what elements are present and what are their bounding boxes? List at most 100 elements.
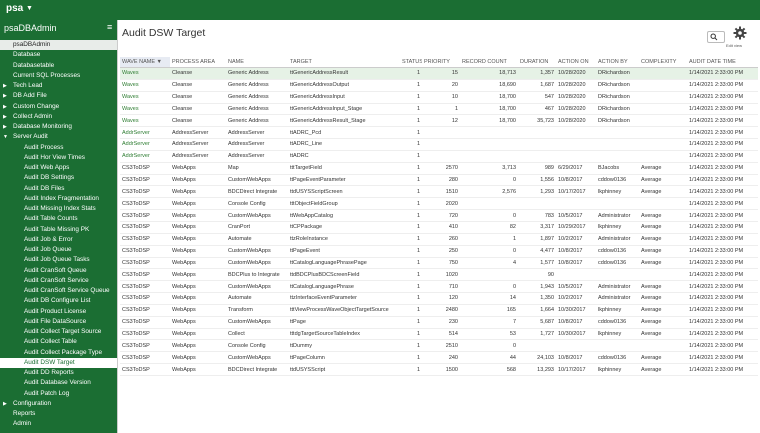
table-row[interactable]: CS3ToDSP WebApps CustomWebApps ttCatalogLan… (120, 280, 758, 294)
table-row[interactable]: Waves Cleanse Generic Address ttGenericAddr… (120, 103, 758, 116)
table-row[interactable]: AddrServer AddressServer AddressServer ttAD… (120, 138, 758, 151)
table-cell: 2510 (422, 339, 460, 353)
table-row[interactable]: CS3ToDSP WebApps CustomWebApps ttPage 1 230 7 5… (120, 316, 758, 329)
table-row[interactable]: CS3ToDSP WebApps CustomWebApps ttPageEvent 1… (120, 245, 758, 258)
menu-item[interactable]: Audit File DataSource (0, 317, 117, 327)
menu-item[interactable]: Audit Job Queue (0, 245, 117, 255)
menu-item[interactable]: Audit Table Missing PK (0, 225, 117, 235)
table-row[interactable]: Waves Cleanse Generic Address ttGenericAddr… (120, 79, 758, 92)
table-row[interactable]: CS3ToDSP WebApps CustomWebApps ttPageEventP… (120, 174, 758, 187)
table-row[interactable]: CS3ToDSP WebApps Console Config tttObjectFi… (120, 197, 758, 211)
table-cell: 10/2/2017 (556, 292, 596, 305)
menu-item[interactable]: ▶ DB Add File (0, 91, 117, 101)
table-row[interactable]: CS3ToDSP WebApps Console Config ttDummy 1 251… (120, 339, 758, 353)
table-row[interactable]: Waves Cleanse Generic Address ttGenericAddr… (120, 114, 758, 128)
menu-item[interactable]: Audit Product License (0, 307, 117, 317)
table-row[interactable]: CS3ToDSP WebApps BDCPlus to Integrate ttdBD… (120, 268, 758, 282)
menu-item[interactable]: Audit Patch Log (0, 389, 117, 399)
table-row[interactable]: AddrServer AddressServer AddressServer ttAD… (120, 150, 758, 163)
table-row[interactable]: CS3ToDSP WebApps BDCDirect Integrate ttdUSY… (120, 363, 758, 376)
table-cell: 1 (400, 339, 422, 353)
table-row[interactable]: CS3ToDSP WebApps Map tttTargetField 1 2570 3,7… (120, 162, 758, 175)
menu-item[interactable]: Audit Database Version (0, 378, 117, 388)
menu-item[interactable]: Audit Collect Table (0, 337, 117, 347)
table-row[interactable]: CS3ToDSP WebApps Automate ttzRoleInstance 1 2… (120, 233, 758, 246)
table-cell: 1/14/2021 2:33:00 PM (687, 197, 758, 211)
column-header[interactable]: DURATION (518, 57, 556, 68)
menu-item[interactable]: Audit CranSoft Service Queue (0, 286, 117, 296)
table-cell: Average (639, 233, 687, 246)
menu-item[interactable]: Databasetable (0, 61, 117, 71)
table-cell: 1 (400, 316, 422, 329)
menu-item[interactable]: Audit Job Queue Tasks (0, 255, 117, 265)
menu-toggle[interactable]: ≡ (107, 22, 113, 32)
table-row[interactable]: AddrServer AddressServer AddressServer ttAD… (120, 126, 758, 140)
menu-item[interactable]: ▼ Server Audit (0, 132, 117, 142)
menu-item[interactable]: Audit DD Reports (0, 368, 117, 378)
table-cell: WebApps (170, 339, 226, 353)
menu-item[interactable]: Audit DSW Target (0, 357, 117, 368)
table-cell (518, 150, 556, 163)
menu-item[interactable]: Audit CranSoft Queue (0, 266, 117, 276)
menu-item[interactable]: Audit DB Settings (0, 173, 117, 183)
menu-item[interactable]: Admin (0, 419, 117, 429)
menu-item[interactable]: Audit Table Counts (0, 214, 117, 224)
menu-item[interactable]: Audit DB Files (0, 184, 117, 194)
menu-item[interactable]: psaDBAdmin (0, 40, 117, 51)
column-header[interactable]: PROCESS AREA (170, 57, 226, 68)
menu-item[interactable]: ▶ Configuration (0, 399, 117, 409)
table-row[interactable]: CS3ToDSP WebApps Collect tttdgTargetSourceT… (120, 328, 758, 341)
menu-item[interactable]: Current SQL Processes (0, 71, 117, 81)
menu-item[interactable]: Reports (0, 409, 117, 419)
menu-item[interactable]: Audit DB Configure List (0, 296, 117, 306)
menu-item[interactable]: ▶ Tech Lead (0, 81, 117, 91)
menu-item[interactable]: Audit Collect Target Source (0, 327, 117, 337)
menu-item[interactable]: Database (0, 50, 117, 60)
table-cell: 10/2/2017 (556, 233, 596, 246)
search-box[interactable] (707, 31, 725, 43)
table-row[interactable]: CS3ToDSP WebApps CustomWebApps ttPageColumn… (120, 351, 758, 365)
table-cell: WebApps (170, 197, 226, 211)
table-cell: 4,477 (518, 245, 556, 258)
app-menu[interactable]: ▼ (26, 5, 33, 12)
table-row[interactable]: CS3ToDSP WebApps Transform tttViewProcessWa… (120, 304, 758, 317)
column-header[interactable]: ACTION ON (556, 57, 596, 68)
column-header[interactable]: STATUS (400, 57, 422, 68)
menu-item[interactable]: ▶ Database Monitoring (0, 122, 117, 132)
menu-item[interactable]: Audit Web Apps (0, 163, 117, 173)
column-header[interactable]: TARGET (288, 57, 400, 68)
column-header[interactable]: RECORD COUNT (460, 57, 518, 68)
table-row[interactable]: CS3ToDSP WebApps BDCDirect Integrate ttdUSY… (120, 185, 758, 199)
table-cell: ttPage (288, 316, 400, 329)
menu-item[interactable]: Audit Hor View Times (0, 153, 117, 163)
table-row[interactable]: Waves Cleanse Generic Address ttGenericAddr… (120, 67, 758, 80)
column-header[interactable]: COMPLEXITY (639, 57, 687, 68)
column-header[interactable]: ACTION BY (596, 57, 639, 68)
menu-item[interactable]: ▶ Custom Change (0, 102, 117, 112)
table-row[interactable]: CS3ToDSP WebApps CustomWebApps ttWebAppCata… (120, 209, 758, 222)
table-row[interactable]: CS3ToDSP WebApps Automate ttzInterfaceEvent… (120, 292, 758, 305)
table-row[interactable]: CS3ToDSP WebApps CranPort ttCPPackage 1 410 82… (120, 221, 758, 234)
menu-item[interactable]: ▶ Collect Admin (0, 112, 117, 122)
table-cell: ttGenericAddressOutput (288, 79, 400, 92)
table-row[interactable]: Waves Cleanse Generic Address ttGenericAddr… (120, 91, 758, 104)
settings-icon[interactable] (733, 26, 747, 40)
menu-item[interactable]: Audit Job & Error (0, 235, 117, 245)
table-cell: Console Config (226, 339, 288, 353)
table-row[interactable]: CS3ToDSP WebApps CustomWebApps ttCatalogLan… (120, 257, 758, 270)
menu-item[interactable]: Audit CranSoft Service (0, 276, 117, 286)
column-header[interactable]: WAVE NAME ▼ (120, 57, 170, 68)
table-cell: DRichardson (596, 114, 639, 128)
column-header[interactable]: PRIORITY (422, 57, 460, 68)
menu-item[interactable]: Audit Process (0, 143, 117, 153)
table-cell: 1/14/2021 2:33:00 PM (687, 185, 758, 199)
table-cell: 7 (460, 316, 518, 329)
menu-item[interactable]: Audit Missing Index Stats (0, 204, 117, 214)
logo[interactable]: psa (6, 3, 24, 14)
menu-item[interactable]: Audit Index Fragmentation (0, 194, 117, 204)
table-cell: 18,713 (460, 67, 518, 80)
column-header[interactable]: AUDIT DATE TIME (687, 57, 758, 68)
column-header[interactable]: NAME (226, 57, 288, 68)
menu-item[interactable]: Audit Collect Package Type (0, 348, 117, 358)
table-cell: AddrServer (120, 150, 170, 163)
